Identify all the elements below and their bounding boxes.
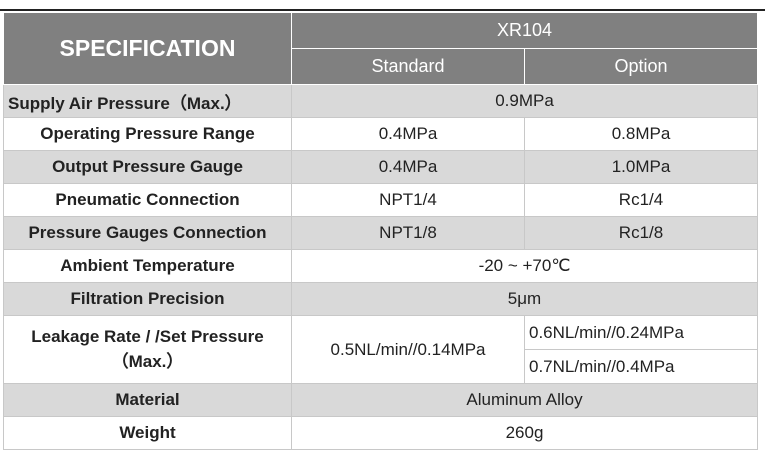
cell-value: NPT1/8	[291, 216, 525, 250]
row-label: Filtration Precision	[3, 282, 292, 316]
cell-value: 0.4MPa	[291, 117, 525, 151]
column-header: Option	[523, 48, 759, 85]
row-label: Pressure Gauges Connection	[3, 216, 292, 250]
cell-value: Rc1/8	[523, 216, 759, 250]
table-title: SPECIFICATION	[3, 12, 292, 85]
cell-value: 0.5NL/min//0.14MPa	[291, 315, 525, 384]
cell-value: 0.6NL/min//0.24MPa	[523, 315, 759, 350]
row-label: Ambient Temperature	[3, 249, 292, 283]
cell-value: 1.0MPa	[523, 150, 759, 184]
top-rule	[0, 9, 765, 11]
row-label: Pneumatic Connection	[3, 183, 292, 217]
model-header: XR104	[290, 12, 759, 49]
table-row: Leakage Rate / /Set Pressure（Max.） 0.5NL/…	[3, 315, 759, 384]
table-row: Material Aluminum Alloy	[3, 383, 759, 417]
row-label: Operating Pressure Range	[3, 117, 292, 151]
column-header: Standard	[291, 48, 525, 85]
spec-table: SPECIFICATION XR104 Standard Option Supp…	[3, 12, 759, 450]
cell-value: 260g	[290, 416, 759, 450]
table-row: Filtration Precision 5μm	[3, 282, 759, 316]
cell-value: 0.7NL/min//0.4MPa	[523, 349, 759, 384]
row-label: Weight	[3, 416, 292, 450]
row-label: Supply Air Pressure（Max.）	[3, 84, 292, 118]
table-row: Pressure Gauges Connection NPT1/8 Rc1/8	[3, 216, 759, 250]
row-label: Material	[3, 383, 292, 417]
row-label: Output Pressure Gauge	[3, 150, 292, 184]
row-label: Leakage Rate / /Set Pressure（Max.）	[3, 315, 292, 384]
cell-value: Rc1/4	[523, 183, 759, 217]
cell-value: 5μm	[290, 282, 759, 316]
cell-value: Aluminum Alloy	[290, 383, 759, 417]
cell-value: 0.4MPa	[291, 150, 525, 184]
table-row: Ambient Temperature -20 ~ +70℃	[3, 249, 759, 283]
table-row: Pneumatic Connection NPT1/4 Rc1/4	[3, 183, 759, 217]
table-row: Operating Pressure Range 0.4MPa 0.8MPa	[3, 117, 759, 151]
table-row: Supply Air Pressure（Max.） 0.9MPa	[3, 84, 759, 118]
cell-value: 0.9MPa	[290, 84, 759, 118]
cell-value: NPT1/4	[291, 183, 525, 217]
cell-value: -20 ~ +70℃	[290, 249, 759, 283]
table-row: Output Pressure Gauge 0.4MPa 1.0MPa	[3, 150, 759, 184]
cell-value: 0.8MPa	[523, 117, 759, 151]
table-row: Weight 260g	[3, 416, 759, 450]
table-row: 0.7NL/min//0.4MPa	[4, 349, 759, 384]
